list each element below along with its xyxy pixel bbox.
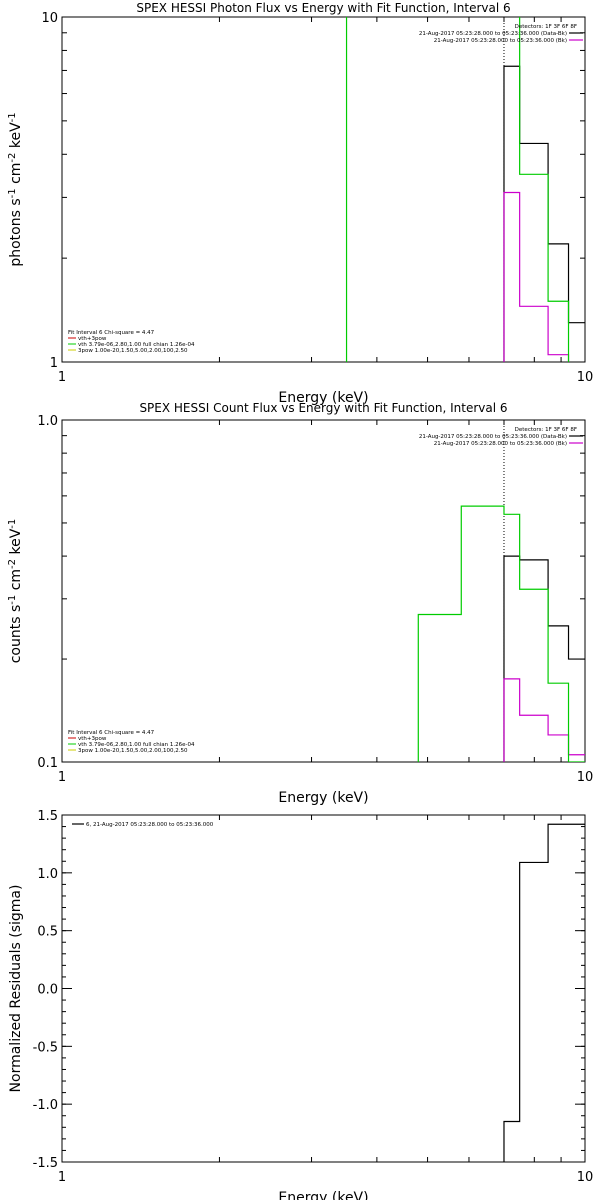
y-axis-label: photons s-1 cm-2 keV-1 <box>7 112 24 266</box>
fit-legend-entry: vth+3pow <box>78 736 107 742</box>
fit-legend-entry: 3pow 1.00e-20,1.50,5.00,2.00,100,2.50 <box>78 748 188 754</box>
fit-legend-header: Fit Interval 6 Chi-square = 4.47 <box>68 330 155 336</box>
x-tick-label: 10 <box>577 370 594 385</box>
fit-legend-entry: vth+3pow <box>78 336 107 342</box>
x-tick-label: 1 <box>58 1170 66 1185</box>
x-tick-label: 10 <box>577 770 594 785</box>
plot-area <box>417 420 585 762</box>
x-axis-label: Energy (keV) <box>278 1190 368 1200</box>
y-tick-label: 1.0 <box>37 867 58 882</box>
y-tick-label: 1 <box>50 356 58 371</box>
chart-title: SPEX HESSI Photon Flux vs Energy with Fi… <box>136 1 510 15</box>
series-line-3 <box>345 17 570 362</box>
fit-legend-entry: vth 3.79e-06,2.80,1.00 full chian 1.26e-… <box>78 342 195 348</box>
legend-entry: 21-Aug-2017 05:23:28.000 to 05:23:36.000… <box>434 441 567 447</box>
y-axis-label: counts s-1 cm-2 keV-1 <box>7 519 24 664</box>
chart-title: SPEX HESSI Count Flux vs Energy with Fit… <box>139 401 507 415</box>
y-tick-label: 0.0 <box>37 983 58 998</box>
series-line-3 <box>417 505 585 762</box>
legend-entry: 21-Aug-2017 05:23:28.000 to 05:23:36.000… <box>419 434 567 440</box>
y-tick-label: -0.5 <box>33 1040 58 1055</box>
y-tick-label: 1.0 <box>37 414 58 429</box>
plot-area <box>503 823 585 1162</box>
x-tick-label: 1 <box>58 770 66 785</box>
legend-header: Detectors: 1F 3F 6F 8F <box>515 24 577 30</box>
series-line-1 <box>503 823 585 1162</box>
series-line-1 <box>503 65 585 362</box>
y-tick-label: -1.5 <box>33 1156 58 1171</box>
plot-frame <box>61 16 586 363</box>
y-tick-label: 0.5 <box>37 925 58 940</box>
legend-entry: 21-Aug-2017 05:23:28.000 to 05:23:36.000… <box>434 38 567 44</box>
legend-header: Detectors: 1F 3F 6F 8F <box>515 427 577 433</box>
legend-entry: 21-Aug-2017 05:23:28.000 to 05:23:36.000… <box>419 31 567 37</box>
fit-legend-header: Fit Interval 6 Chi-square = 4.47 <box>68 730 155 736</box>
series-line-2 <box>503 678 585 762</box>
y-axis-label: Normalized Residuals (sigma) <box>8 885 24 1093</box>
fit-legend-entry: vth 3.79e-06,2.80,1.00 full chian 1.26e-… <box>78 742 195 748</box>
panel-3: 1 10 1.5 1.0 0.5 0.0 -0.5 -1.0 -1.5 Energy (keV) 6… <box>33 809 594 1200</box>
panel-1: SPEX HESSI Photon Flux vs Energy with Fi… <box>41 1 593 406</box>
x-tick-label: 10 <box>577 1170 594 1185</box>
x-axis-label: Energy (keV) <box>278 790 368 806</box>
y-tick-label: -1.0 <box>33 1098 58 1113</box>
series-line-2 <box>503 191 570 362</box>
y-tick-label: 10 <box>41 11 58 26</box>
panel-2: SPEX HESSI Count Flux vs Energy with Fit… <box>37 401 593 806</box>
x-axis-label: Energy (keV) <box>278 390 368 406</box>
y-tick-label: 1.5 <box>37 809 58 824</box>
fit-legend-entry: 3pow 1.00e-20,1.50,5.00,2.00,100,2.50 <box>78 348 188 354</box>
plot-frame <box>61 814 586 1163</box>
y-tick-label: 0.1 <box>37 756 58 771</box>
legend-entry: 6, 21-Aug-2017 05:23:28.000 to 05:23:36.… <box>86 822 214 828</box>
plot-frame <box>61 419 586 763</box>
series-line-1 <box>503 555 585 762</box>
plot-area <box>345 17 585 362</box>
x-tick-label: 1 <box>58 370 66 385</box>
